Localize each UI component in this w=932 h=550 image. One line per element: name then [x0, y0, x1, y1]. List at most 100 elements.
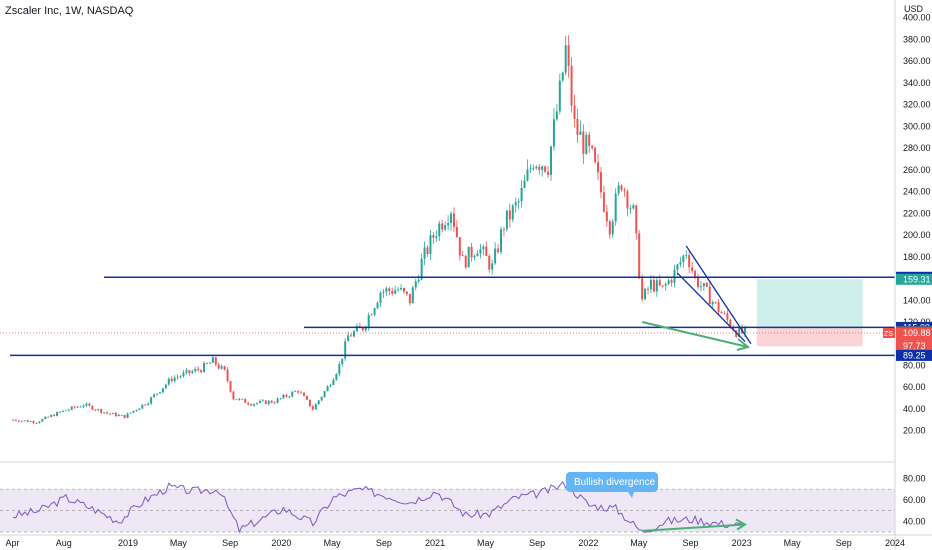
- candle-body: [179, 376, 182, 377]
- candle-body: [138, 408, 141, 410]
- candle-body: [473, 256, 476, 258]
- candle-body: [205, 363, 208, 364]
- candle-body: [376, 302, 379, 309]
- candle-body: [647, 288, 650, 290]
- candle-body: [144, 404, 147, 406]
- candle-body: [308, 399, 311, 407]
- price-tag-bg: [896, 349, 932, 361]
- y-tick-label: 180.00: [903, 252, 931, 262]
- candle-body: [717, 302, 720, 313]
- x-tick-label: May: [477, 538, 495, 548]
- candle-body: [564, 45, 567, 73]
- candle-body: [549, 146, 552, 175]
- candle-body: [523, 180, 526, 188]
- candle-body: [655, 280, 658, 292]
- divergence-bubble: Bullish divergence: [566, 472, 658, 498]
- candle-body: [649, 279, 652, 290]
- candle-body: [250, 404, 253, 406]
- candle-body: [394, 290, 397, 294]
- candle-body: [353, 331, 356, 337]
- candle-body: [11, 419, 14, 421]
- candle-body: [217, 364, 220, 369]
- x-tick-label: May: [170, 538, 188, 548]
- candle-body: [432, 235, 435, 238]
- y-tick-label: 240.00: [903, 187, 931, 197]
- x-tick-label: Aug: [56, 538, 72, 548]
- candle-body: [426, 247, 429, 255]
- candle-body: [158, 392, 161, 394]
- currency-label: USD: [904, 4, 924, 14]
- rsi-tick-label: 80.00: [903, 474, 926, 484]
- candle-body: [335, 373, 338, 380]
- candle-body: [347, 335, 350, 342]
- candle-body: [79, 406, 82, 408]
- candle-body: [111, 413, 114, 414]
- candle-body: [341, 358, 344, 365]
- candle-body: [317, 400, 320, 405]
- position-zones: [756, 279, 863, 347]
- candle-body: [699, 286, 702, 288]
- candle-body: [73, 406, 76, 408]
- candle-body: [350, 335, 353, 337]
- candle-body: [517, 201, 520, 203]
- candle-body: [558, 80, 561, 112]
- candle-body: [103, 412, 106, 414]
- candle-body: [470, 246, 473, 258]
- candle-body: [617, 185, 620, 194]
- y-tick-label: 300.00: [903, 121, 931, 131]
- candle-body: [667, 280, 670, 285]
- candle-body: [500, 229, 503, 252]
- candle-body: [547, 171, 550, 175]
- wedge-trendline: [676, 272, 746, 343]
- price-tag-label: 89.25: [903, 350, 926, 360]
- candle-body: [23, 420, 26, 422]
- candle-body: [279, 398, 282, 399]
- candle-body: [688, 255, 691, 268]
- x-tick-label: 2021: [425, 538, 445, 548]
- candle-body: [397, 289, 400, 291]
- candle-body: [167, 378, 170, 385]
- candle-body: [555, 111, 558, 120]
- candle-body: [420, 258, 423, 280]
- candle-body: [485, 246, 488, 257]
- candle-body: [58, 411, 61, 413]
- candle-body: [632, 205, 635, 209]
- candle-body: [535, 166, 538, 169]
- candle-body: [673, 269, 676, 283]
- wedge-trendline: [685, 245, 752, 345]
- rsi-line: [12, 481, 746, 534]
- candle-body: [505, 210, 508, 230]
- candle-body: [91, 405, 94, 410]
- y-tick-label: 380.00: [903, 34, 931, 44]
- candle-body: [132, 410, 135, 413]
- candle-body: [435, 236, 438, 238]
- candle-body: [329, 384, 332, 387]
- x-tick-label: 2024: [885, 538, 905, 548]
- drawings: [0, 245, 895, 357]
- candle-body: [344, 341, 347, 359]
- candle-body: [629, 208, 632, 210]
- rsi-divergence-arrowhead: [735, 518, 748, 531]
- candle-body: [273, 402, 276, 404]
- candle-body: [511, 205, 514, 220]
- price-tag-label: 97.73: [903, 341, 926, 351]
- candles: [11, 35, 747, 424]
- candle-body: [705, 283, 708, 287]
- candle-body: [194, 368, 197, 372]
- rsi-tick-label: 40.00: [903, 516, 926, 526]
- x-tick-label: May: [630, 538, 648, 548]
- candle-body: [694, 271, 697, 277]
- bubble-shape: [566, 472, 658, 498]
- candle-body: [626, 191, 629, 209]
- price-tag-label: 159.31: [903, 274, 931, 284]
- price-tag-bg: [896, 327, 932, 339]
- candle-body: [311, 406, 314, 410]
- candle-body: [423, 247, 426, 259]
- candle-body: [214, 357, 217, 365]
- candle-body: [338, 364, 341, 374]
- x-tick-label: Sep: [682, 538, 698, 548]
- y-tick-label: 40.00: [903, 404, 926, 414]
- candle-body: [120, 414, 123, 416]
- x-tick-label: May: [784, 538, 802, 548]
